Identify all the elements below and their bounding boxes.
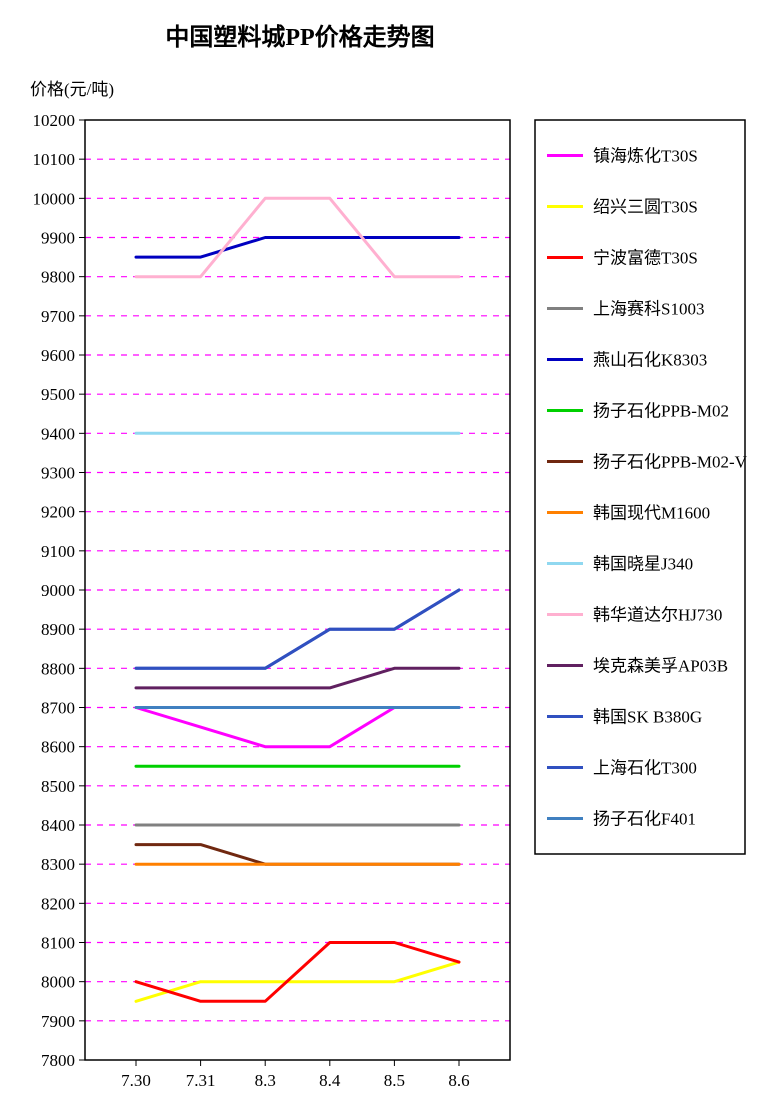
y-tick-label: 8800 — [41, 659, 75, 678]
legend-label: 上海石化T300 — [593, 759, 697, 778]
y-tick-label: 10100 — [33, 150, 76, 169]
y-tick-label: 9900 — [41, 229, 75, 248]
y-tick-label: 9200 — [41, 503, 75, 522]
legend-label: 韩国SK B380G — [593, 708, 702, 727]
x-tick-label: 7.30 — [121, 1071, 151, 1090]
y-tick-label: 10000 — [33, 189, 76, 208]
y-tick-label: 10200 — [33, 111, 76, 130]
y-tick-label: 9800 — [41, 268, 75, 287]
pp-price-chart: 中国塑料城PP价格走势图价格(元/吨) 7800 7900 8000 8100 8200 8… — [0, 0, 783, 1116]
y-tick-label: 8700 — [41, 699, 75, 718]
legend-label: 扬子石化PPB-M02 — [593, 402, 729, 421]
y-tick-label: 8500 — [41, 777, 75, 796]
y-tick-label: 8300 — [41, 855, 75, 874]
legend: 镇海炼化T30S 绍兴三圆T30S 宁波富德T30S 上海赛科S1003 燕山石化K83… — [535, 120, 748, 854]
x-tick-label: 8.5 — [384, 1071, 405, 1090]
y-tick-label: 8200 — [41, 894, 75, 913]
y-tick-label: 7900 — [41, 1012, 75, 1031]
legend-label: 埃克森美孚AP03B — [593, 657, 728, 676]
legend-label: 扬子石化F401 — [593, 810, 696, 829]
y-tick-label: 8600 — [41, 738, 75, 757]
legend-label: 韩国现代M1600 — [593, 504, 710, 523]
y-tick-label: 9300 — [41, 464, 75, 483]
legend-label: 绍兴三圆T30S — [593, 198, 698, 217]
x-tick-label: 8.6 — [448, 1071, 469, 1090]
legend-label: 韩华道达尔HJ730 — [593, 606, 722, 625]
y-tick-label: 9000 — [41, 581, 75, 600]
y-axis-label: 价格(元/吨) — [30, 80, 114, 99]
y-tick-label: 8400 — [41, 816, 75, 835]
y-tick-label: 8100 — [41, 934, 75, 953]
legend-label: 扬子石化PPB-M02-V — [593, 453, 748, 472]
y-tick-label: 9100 — [41, 542, 75, 561]
y-tick-label: 7800 — [41, 1051, 75, 1070]
x-tick-label: 8.4 — [319, 1071, 341, 1090]
legend-label: 上海赛科S1003 — [593, 299, 704, 319]
y-tick-label: 9700 — [41, 307, 75, 326]
y-tick-label: 8900 — [41, 620, 75, 639]
y-tick-label: 9500 — [41, 385, 75, 404]
legend-label: 宁波富德T30S — [593, 249, 698, 268]
legend-label: 韩国晓星J340 — [593, 555, 693, 574]
y-tick-label: 9600 — [41, 346, 75, 365]
chart-title: 中国塑料城PP价格走势图 — [165, 23, 434, 51]
legend-label: 镇海炼化T30S — [593, 147, 698, 166]
x-tick-label: 7.31 — [186, 1071, 216, 1090]
x-tick-label: 8.3 — [255, 1071, 276, 1090]
legend-label: 燕山石化K8303 — [593, 351, 707, 370]
y-tick-label: 8000 — [41, 973, 75, 992]
chart-svg: 中国塑料城PP价格走势图价格(元/吨) 7800 7900 8000 8100 8200 8… — [0, 0, 783, 1116]
legend-box — [535, 120, 745, 854]
y-tick-label: 9400 — [41, 424, 75, 443]
